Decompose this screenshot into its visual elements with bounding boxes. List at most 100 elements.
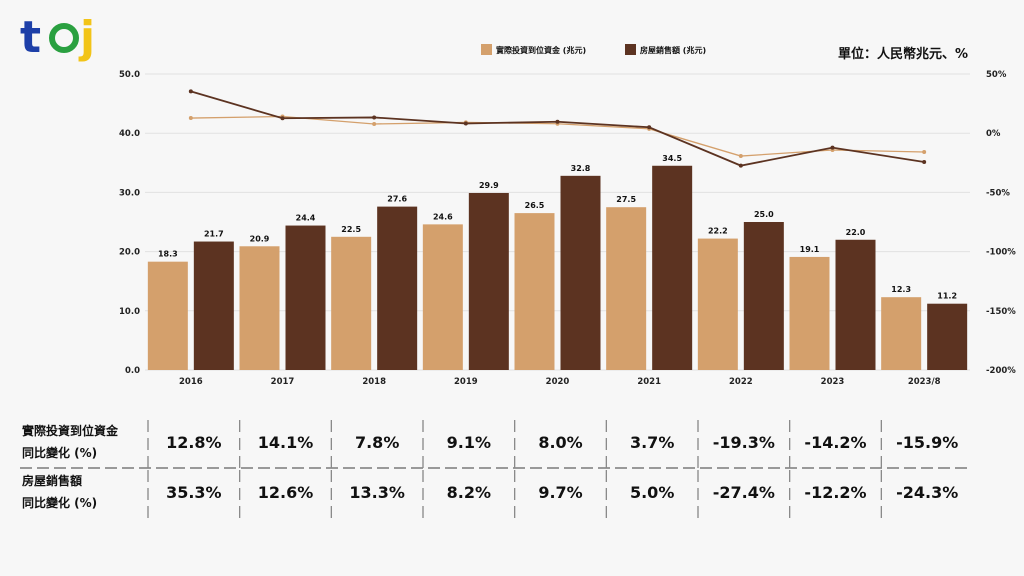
table-cell: 9.7% [538, 483, 582, 502]
x-tick-label: 2018 [362, 377, 386, 387]
unit-label: 單位：人民幣兆元、% [838, 46, 968, 62]
bar-value-label: 27.6 [387, 195, 407, 204]
bar-value-label: 27.5 [616, 195, 636, 204]
line-point [555, 119, 560, 124]
y2-tick-label: -50% [986, 188, 1010, 198]
table-cell: 12.8% [166, 433, 222, 452]
bar-value-label: 24.4 [296, 214, 316, 223]
bar-value-label: 22.2 [708, 227, 728, 236]
bar-value-label: 11.2 [937, 292, 957, 301]
bar-invest [422, 224, 463, 370]
table-cell: -19.3% [713, 433, 775, 452]
row-label: 同比變化 (%) [22, 445, 97, 460]
bar-sales [468, 192, 509, 370]
legend-swatch-sales [625, 44, 636, 55]
table-cell: 5.0% [630, 483, 674, 502]
bar-invest [239, 246, 280, 370]
y-tick-label: 0.0 [125, 366, 140, 376]
bar-invest [881, 297, 922, 370]
row-label: 同比變化 (%) [22, 495, 97, 510]
logo-mark [49, 23, 79, 53]
legend-swatch-invest [481, 44, 492, 55]
x-tick-label: 2022 [729, 377, 753, 387]
bar-invest [331, 236, 372, 370]
line-point [280, 116, 285, 121]
line-series-3 [190, 90, 925, 167]
bar-value-label: 22.0 [846, 228, 866, 237]
logo-text-j: j [78, 12, 95, 63]
row-label: 實際投資到位資金 [22, 423, 119, 438]
bar-value-label: 20.9 [250, 234, 270, 243]
bar-value-label: 12.3 [891, 285, 911, 294]
bar-value-label: 29.9 [479, 181, 499, 190]
table-cell: -12.2% [804, 483, 866, 502]
line-point [922, 159, 927, 164]
y-tick-label: 10.0 [119, 307, 140, 317]
y2-tick-label: 50% [986, 70, 1007, 80]
legend-label-sales: 房屋銷售額 (兆元) [640, 45, 706, 55]
table-cell: 9.1% [447, 433, 491, 452]
bar-invest [789, 256, 830, 370]
x-tick-label: 2021 [637, 377, 661, 387]
bar-value-label: 24.6 [433, 212, 453, 221]
table-cell: 8.2% [447, 483, 491, 502]
bar-value-label: 18.3 [158, 250, 178, 259]
bar-value-label: 22.5 [341, 225, 361, 234]
table-cell: 13.3% [349, 483, 405, 502]
y2-tick-label: -200% [986, 366, 1016, 376]
line-point [188, 116, 193, 121]
row-label: 房屋銷售額 [22, 473, 82, 488]
line-point [738, 154, 743, 159]
table-cell: -15.9% [896, 433, 958, 452]
bar-sales [377, 206, 418, 370]
table-cell: -27.4% [713, 483, 775, 502]
line-point [372, 121, 377, 126]
bar-sales [743, 222, 784, 370]
bar-invest [147, 261, 188, 370]
legend-label-invest: 實際投資到位資金 (兆元) [496, 45, 586, 55]
line-point [188, 89, 193, 94]
y2-tick-label: 0% [986, 129, 1001, 139]
table-cell: 3.7% [630, 433, 674, 452]
bar-invest [606, 207, 647, 370]
bar-value-label: 34.5 [662, 154, 682, 163]
table-cell: 12.6% [258, 483, 314, 502]
x-tick-label: 2020 [546, 377, 570, 387]
bar-sales [652, 165, 693, 370]
x-tick-label: 2023 [821, 377, 845, 387]
x-tick-label: 2023/8 [908, 377, 941, 387]
line-point [372, 115, 377, 120]
bar-value-label: 25.0 [754, 210, 774, 219]
y-tick-label: 20.0 [119, 248, 140, 258]
bar-invest [514, 213, 555, 370]
line-point [463, 121, 468, 126]
table-cell: 8.0% [538, 433, 582, 452]
y2-tick-label: -150% [986, 307, 1016, 317]
bar-sales [835, 239, 876, 370]
table-cell: 35.3% [166, 483, 222, 502]
table-cell: -14.2% [804, 433, 866, 452]
x-tick-label: 2017 [271, 377, 295, 387]
x-tick-label: 2016 [179, 377, 203, 387]
bar-sales [560, 175, 601, 370]
bar-invest [697, 238, 738, 370]
x-tick-label: 2019 [454, 377, 478, 387]
bar-sales [285, 225, 326, 370]
y-tick-label: 40.0 [119, 129, 140, 139]
table-cell: 7.8% [355, 433, 399, 452]
logo-text: t [20, 12, 41, 63]
bar-value-label: 32.8 [571, 164, 591, 173]
y2-tick-label: -100% [986, 248, 1016, 258]
bar-sales [927, 303, 968, 370]
table-cell: -24.3% [896, 483, 958, 502]
y-tick-label: 50.0 [119, 70, 140, 80]
bar-value-label: 26.5 [525, 201, 545, 210]
line-point [922, 150, 927, 155]
bar-value-label: 21.7 [204, 230, 224, 239]
line-point [647, 125, 652, 130]
table-cell: 14.1% [258, 433, 314, 452]
line-point [830, 145, 835, 150]
y-tick-label: 30.0 [119, 188, 140, 198]
